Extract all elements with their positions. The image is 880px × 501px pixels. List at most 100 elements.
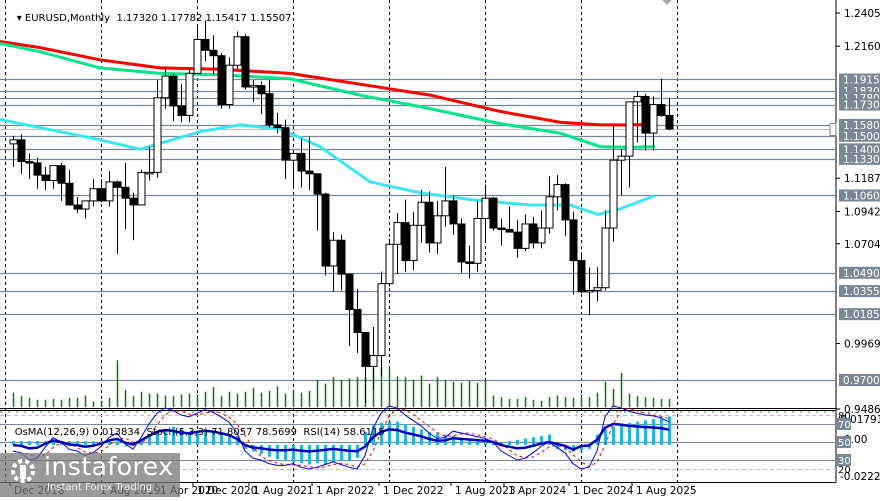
candle[interactable]	[233, 31, 242, 70]
candle[interactable]	[537, 210, 546, 249]
candle[interactable]	[577, 253, 586, 294]
candle[interactable]	[569, 211, 578, 295]
candle[interactable]	[41, 166, 50, 191]
candle[interactable]	[345, 273, 354, 347]
candle[interactable]	[593, 267, 602, 302]
ma-green-line[interactable]	[0, 42, 656, 149]
candle[interactable]	[193, 27, 202, 74]
candle[interactable]	[225, 57, 234, 109]
candle[interactable]	[401, 199, 410, 272]
candle[interactable]	[297, 138, 306, 188]
candle[interactable]	[57, 162, 66, 201]
candle[interactable]	[81, 200, 90, 219]
current-price-marker	[829, 123, 837, 136]
candle[interactable]	[161, 66, 170, 109]
candle[interactable]	[497, 218, 506, 246]
candle[interactable]	[201, 20, 210, 62]
osma-bar	[332, 445, 335, 462]
candle[interactable]	[33, 157, 42, 189]
osma-bar	[12, 441, 15, 445]
candle[interactable]	[169, 73, 178, 121]
candle[interactable]	[465, 245, 474, 279]
candle[interactable]	[353, 289, 362, 353]
candle[interactable]	[553, 175, 562, 211]
candle[interactable]	[377, 271, 386, 376]
candle[interactable]	[329, 232, 338, 292]
candle[interactable]	[657, 78, 666, 117]
candle[interactable]	[265, 80, 274, 128]
candle[interactable]	[649, 96, 658, 151]
candle[interactable]	[641, 93, 650, 151]
candle[interactable]	[369, 327, 378, 390]
candle[interactable]	[625, 101, 634, 188]
osma-bar	[108, 441, 111, 445]
candle[interactable]	[217, 53, 226, 109]
candle[interactable]	[441, 166, 450, 227]
candle[interactable]	[289, 152, 298, 188]
candle[interactable]	[273, 112, 282, 134]
candle[interactable]	[337, 234, 346, 291]
candle[interactable]	[89, 179, 98, 207]
candle[interactable]	[209, 35, 218, 75]
candle[interactable]	[513, 219, 522, 258]
open-value: 1.17320	[116, 13, 158, 24]
candle[interactable]	[137, 169, 146, 206]
candle[interactable]	[457, 218, 466, 273]
candle[interactable]	[313, 173, 322, 231]
collapse-arrow-icon[interactable]: ▾	[16, 13, 25, 24]
candle[interactable]	[425, 191, 434, 253]
candle[interactable]	[361, 331, 370, 404]
candle[interactable]	[385, 238, 394, 287]
ma-red-line[interactable]	[0, 40, 656, 127]
candle[interactable]	[249, 80, 258, 102]
candle[interactable]	[545, 176, 554, 234]
candle[interactable]	[505, 206, 514, 233]
candle[interactable]	[393, 213, 402, 275]
candle[interactable]	[585, 267, 594, 315]
candle[interactable]	[113, 180, 122, 254]
candle[interactable]	[65, 169, 74, 206]
candle[interactable]	[449, 195, 458, 235]
candle[interactable]	[481, 184, 490, 242]
chart-shift-marker-icon[interactable]	[662, 0, 672, 5]
candle[interactable]	[145, 146, 154, 181]
candle[interactable]	[177, 84, 186, 123]
candle[interactable]	[49, 165, 58, 189]
candle[interactable]	[97, 179, 106, 203]
candle[interactable]	[73, 196, 82, 214]
candle[interactable]	[153, 80, 162, 178]
candle[interactable]	[529, 217, 538, 249]
candle[interactable]	[241, 34, 250, 90]
candle[interactable]	[257, 81, 266, 115]
candle[interactable]	[321, 192, 330, 276]
candle[interactable]	[665, 97, 674, 131]
candle[interactable]	[473, 200, 482, 272]
watermark-panel	[0, 453, 180, 497]
candle[interactable]	[129, 192, 138, 241]
candle[interactable]	[633, 91, 642, 143]
ma-cyan-line[interactable]	[0, 118, 656, 217]
candle[interactable]	[433, 200, 442, 254]
chart-header: ▾ EURUSD,Monthly 1.17320 1.17782 1.15417…	[4, 2, 292, 35]
candle[interactable]	[305, 137, 314, 191]
candle[interactable]	[121, 162, 130, 230]
candle[interactable]	[521, 214, 530, 252]
candle[interactable]	[9, 135, 18, 167]
candle[interactable]	[281, 119, 290, 180]
candle[interactable]	[617, 149, 626, 196]
candle[interactable]	[417, 190, 426, 243]
candle[interactable]	[609, 126, 618, 242]
candle[interactable]	[409, 211, 418, 271]
candle[interactable]	[601, 210, 610, 291]
candle[interactable]	[561, 183, 570, 237]
candle[interactable]	[489, 196, 498, 231]
candle[interactable]	[25, 153, 34, 180]
candle[interactable]	[105, 171, 114, 207]
candle[interactable]	[185, 67, 194, 123]
osma-bar	[468, 439, 471, 445]
candle[interactable]	[17, 134, 26, 174]
